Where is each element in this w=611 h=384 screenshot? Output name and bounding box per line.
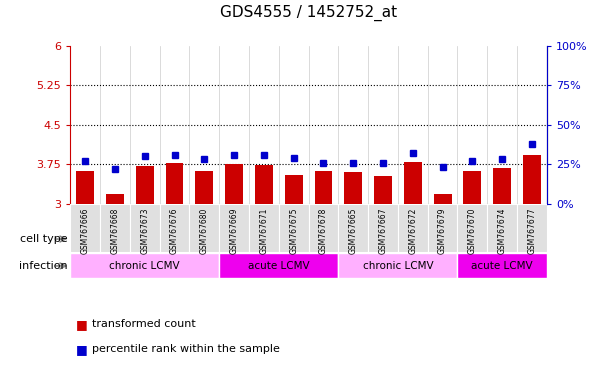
Text: GSM767680: GSM767680 [200,207,209,254]
Text: ■: ■ [76,343,92,356]
FancyBboxPatch shape [70,253,219,278]
Bar [166,162,183,204]
FancyBboxPatch shape [249,204,279,252]
FancyBboxPatch shape [458,204,488,252]
Text: GSM767673: GSM767673 [141,207,149,254]
Text: GSM767665: GSM767665 [349,207,357,254]
Text: GSM767671: GSM767671 [260,207,268,254]
Text: GSM767667: GSM767667 [379,207,387,254]
Text: primary effector CD8 T cells: primary effector CD8 T cells [131,234,277,244]
FancyBboxPatch shape [279,204,309,252]
Bar [315,171,332,204]
FancyBboxPatch shape [428,204,458,252]
Bar [285,175,302,204]
Bar [196,171,213,204]
Bar [106,194,124,204]
FancyBboxPatch shape [338,204,368,252]
FancyBboxPatch shape [488,204,517,252]
Text: ■: ■ [76,318,92,331]
Bar [136,166,154,204]
Text: GSM767668: GSM767668 [111,207,119,254]
Text: GSM767678: GSM767678 [319,207,328,254]
Text: chronic LCMV: chronic LCMV [109,261,180,271]
Bar [345,172,362,204]
Text: cell type: cell type [20,234,67,244]
Bar [404,162,422,204]
FancyBboxPatch shape [70,227,338,252]
Text: chronic LCMV: chronic LCMV [362,261,433,271]
Text: GSM767672: GSM767672 [408,207,417,254]
FancyBboxPatch shape [70,204,100,252]
FancyBboxPatch shape [159,204,189,252]
Text: GSM767674: GSM767674 [498,207,507,254]
Text: secondary effector CD8 T cells: secondary effector CD8 T cells [363,234,522,244]
FancyBboxPatch shape [130,204,159,252]
Bar [76,171,94,204]
Text: acute LCMV: acute LCMV [248,261,310,271]
Bar [374,176,392,204]
FancyBboxPatch shape [517,204,547,252]
FancyBboxPatch shape [398,204,428,252]
FancyBboxPatch shape [219,253,338,278]
FancyBboxPatch shape [219,204,249,252]
Bar [434,194,452,204]
Text: GSM767675: GSM767675 [289,207,298,254]
Bar [523,155,541,204]
FancyBboxPatch shape [189,204,219,252]
Bar [225,164,243,204]
FancyBboxPatch shape [368,204,398,252]
Bar [463,171,481,204]
Bar [493,168,511,204]
Text: GSM767679: GSM767679 [438,207,447,254]
FancyBboxPatch shape [458,253,547,278]
Text: GSM767676: GSM767676 [170,207,179,254]
FancyBboxPatch shape [309,204,338,252]
Text: GDS4555 / 1452752_at: GDS4555 / 1452752_at [220,5,397,21]
Text: GSM767669: GSM767669 [230,207,238,254]
Text: GSM767677: GSM767677 [527,207,536,254]
Text: GSM767670: GSM767670 [468,207,477,254]
Text: transformed count: transformed count [92,319,196,329]
Text: percentile rank within the sample: percentile rank within the sample [92,344,279,354]
Bar [255,165,273,204]
Text: acute LCMV: acute LCMV [471,261,533,271]
FancyBboxPatch shape [338,227,547,252]
Text: GSM767666: GSM767666 [81,207,90,254]
FancyBboxPatch shape [100,204,130,252]
FancyBboxPatch shape [338,253,458,278]
Text: infection: infection [18,261,67,271]
